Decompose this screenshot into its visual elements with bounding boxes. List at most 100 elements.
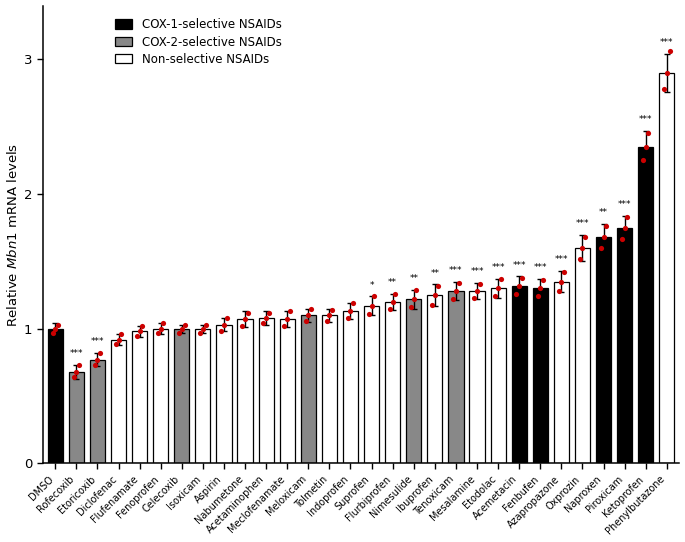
- Point: [574, 254, 585, 263]
- Point: [658, 85, 669, 93]
- Text: ***: ***: [491, 263, 505, 272]
- Point: [384, 304, 395, 313]
- Bar: [132, 332, 147, 463]
- Point: [348, 299, 359, 307]
- Text: ***: ***: [70, 350, 83, 358]
- Point: [300, 317, 311, 325]
- Point: [559, 268, 570, 276]
- Text: *: *: [369, 281, 374, 290]
- Point: [242, 308, 253, 317]
- Point: [264, 308, 275, 317]
- Point: [406, 303, 416, 312]
- Point: [429, 291, 440, 299]
- Bar: [279, 319, 295, 463]
- Point: [116, 330, 127, 339]
- Bar: [343, 311, 358, 463]
- Point: [219, 320, 229, 329]
- Point: [345, 307, 356, 315]
- Point: [638, 156, 649, 165]
- Point: [71, 367, 82, 376]
- Point: [176, 325, 187, 333]
- Point: [595, 244, 606, 253]
- Bar: [258, 318, 274, 463]
- Point: [598, 233, 609, 242]
- Point: [173, 328, 184, 337]
- Point: [474, 280, 485, 289]
- Point: [195, 328, 206, 337]
- Bar: [638, 147, 653, 463]
- Point: [408, 295, 419, 304]
- Point: [490, 292, 501, 301]
- Point: [282, 315, 292, 324]
- Text: ***: ***: [618, 200, 632, 209]
- Bar: [575, 248, 590, 463]
- Point: [495, 275, 506, 283]
- Point: [137, 322, 148, 331]
- Point: [158, 319, 169, 328]
- Text: **: **: [430, 269, 439, 278]
- Point: [113, 335, 124, 344]
- Point: [95, 349, 105, 357]
- Point: [390, 289, 401, 298]
- Bar: [553, 282, 569, 463]
- Text: ***: ***: [512, 261, 526, 269]
- Bar: [469, 291, 484, 463]
- Point: [577, 244, 588, 253]
- Point: [511, 289, 522, 298]
- Point: [432, 281, 443, 290]
- Bar: [111, 339, 126, 463]
- Bar: [68, 372, 84, 463]
- Point: [516, 273, 527, 282]
- Point: [279, 322, 290, 331]
- Point: [622, 212, 633, 221]
- Text: ***: ***: [471, 267, 484, 276]
- Point: [68, 373, 79, 382]
- Bar: [533, 288, 548, 463]
- Point: [89, 361, 100, 370]
- Point: [306, 304, 316, 313]
- Bar: [238, 319, 253, 463]
- Point: [616, 234, 627, 243]
- Bar: [406, 299, 421, 463]
- Point: [538, 276, 549, 285]
- Text: ***: ***: [575, 219, 589, 228]
- Point: [74, 361, 85, 370]
- Text: ***: ***: [90, 337, 104, 346]
- Text: ***: ***: [534, 263, 547, 272]
- Point: [556, 278, 567, 286]
- Text: **: **: [409, 274, 419, 283]
- Bar: [385, 302, 400, 463]
- Text: **: **: [599, 208, 608, 217]
- Point: [664, 47, 675, 56]
- Point: [179, 320, 190, 329]
- Point: [327, 306, 338, 314]
- Point: [134, 327, 145, 336]
- Point: [47, 328, 58, 337]
- Point: [471, 287, 482, 295]
- Point: [153, 328, 164, 337]
- Point: [601, 222, 612, 231]
- Point: [369, 292, 379, 301]
- Point: [303, 311, 314, 320]
- Point: [469, 293, 479, 302]
- Point: [110, 339, 121, 348]
- Bar: [449, 291, 464, 463]
- Point: [387, 298, 398, 306]
- Bar: [90, 360, 105, 463]
- Point: [261, 314, 272, 322]
- Point: [366, 301, 377, 310]
- Bar: [512, 286, 527, 463]
- Bar: [364, 306, 379, 463]
- Point: [493, 284, 503, 293]
- Y-axis label: Relative $\it{Mbn1}$ mRNA levels: Relative $\it{Mbn1}$ mRNA levels: [5, 143, 20, 327]
- Bar: [596, 237, 611, 463]
- Point: [197, 325, 208, 333]
- Text: ***: ***: [449, 266, 462, 275]
- Point: [240, 315, 251, 324]
- Point: [92, 356, 103, 364]
- Bar: [174, 329, 189, 463]
- Bar: [153, 329, 169, 463]
- Point: [580, 233, 590, 242]
- Point: [453, 279, 464, 287]
- Point: [619, 223, 630, 232]
